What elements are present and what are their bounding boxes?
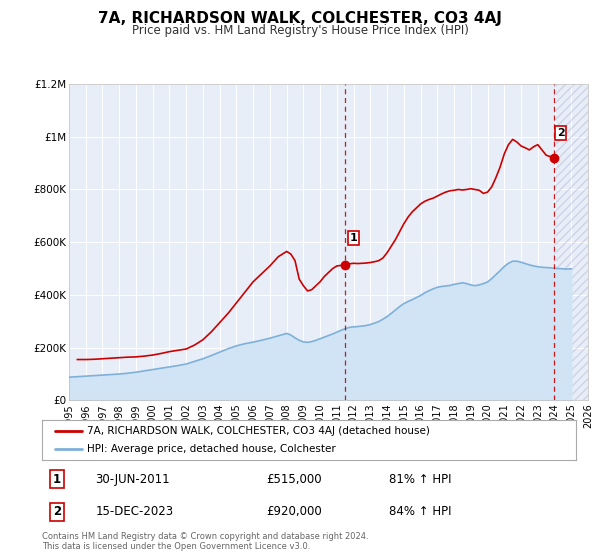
Text: 7A, RICHARDSON WALK, COLCHESTER, CO3 4AJ (detached house): 7A, RICHARDSON WALK, COLCHESTER, CO3 4AJ… — [88, 426, 430, 436]
Text: 1: 1 — [53, 473, 61, 486]
Text: 84% ↑ HPI: 84% ↑ HPI — [389, 505, 452, 519]
Text: HPI: Average price, detached house, Colchester: HPI: Average price, detached house, Colc… — [88, 445, 336, 454]
Text: 1: 1 — [350, 234, 358, 243]
Text: 7A, RICHARDSON WALK, COLCHESTER, CO3 4AJ: 7A, RICHARDSON WALK, COLCHESTER, CO3 4AJ — [98, 11, 502, 26]
Text: 2: 2 — [557, 128, 565, 138]
Text: Contains HM Land Registry data © Crown copyright and database right 2024.: Contains HM Land Registry data © Crown c… — [42, 532, 368, 541]
Text: £515,000: £515,000 — [266, 473, 322, 486]
Text: 30-JUN-2011: 30-JUN-2011 — [95, 473, 170, 486]
Text: £920,000: £920,000 — [266, 505, 322, 519]
Text: 81% ↑ HPI: 81% ↑ HPI — [389, 473, 452, 486]
Text: This data is licensed under the Open Government Licence v3.0.: This data is licensed under the Open Gov… — [42, 542, 310, 550]
Text: 2: 2 — [53, 505, 61, 519]
Text: Price paid vs. HM Land Registry's House Price Index (HPI): Price paid vs. HM Land Registry's House … — [131, 24, 469, 37]
Bar — [554, 84, 588, 400]
Text: 15-DEC-2023: 15-DEC-2023 — [95, 505, 173, 519]
